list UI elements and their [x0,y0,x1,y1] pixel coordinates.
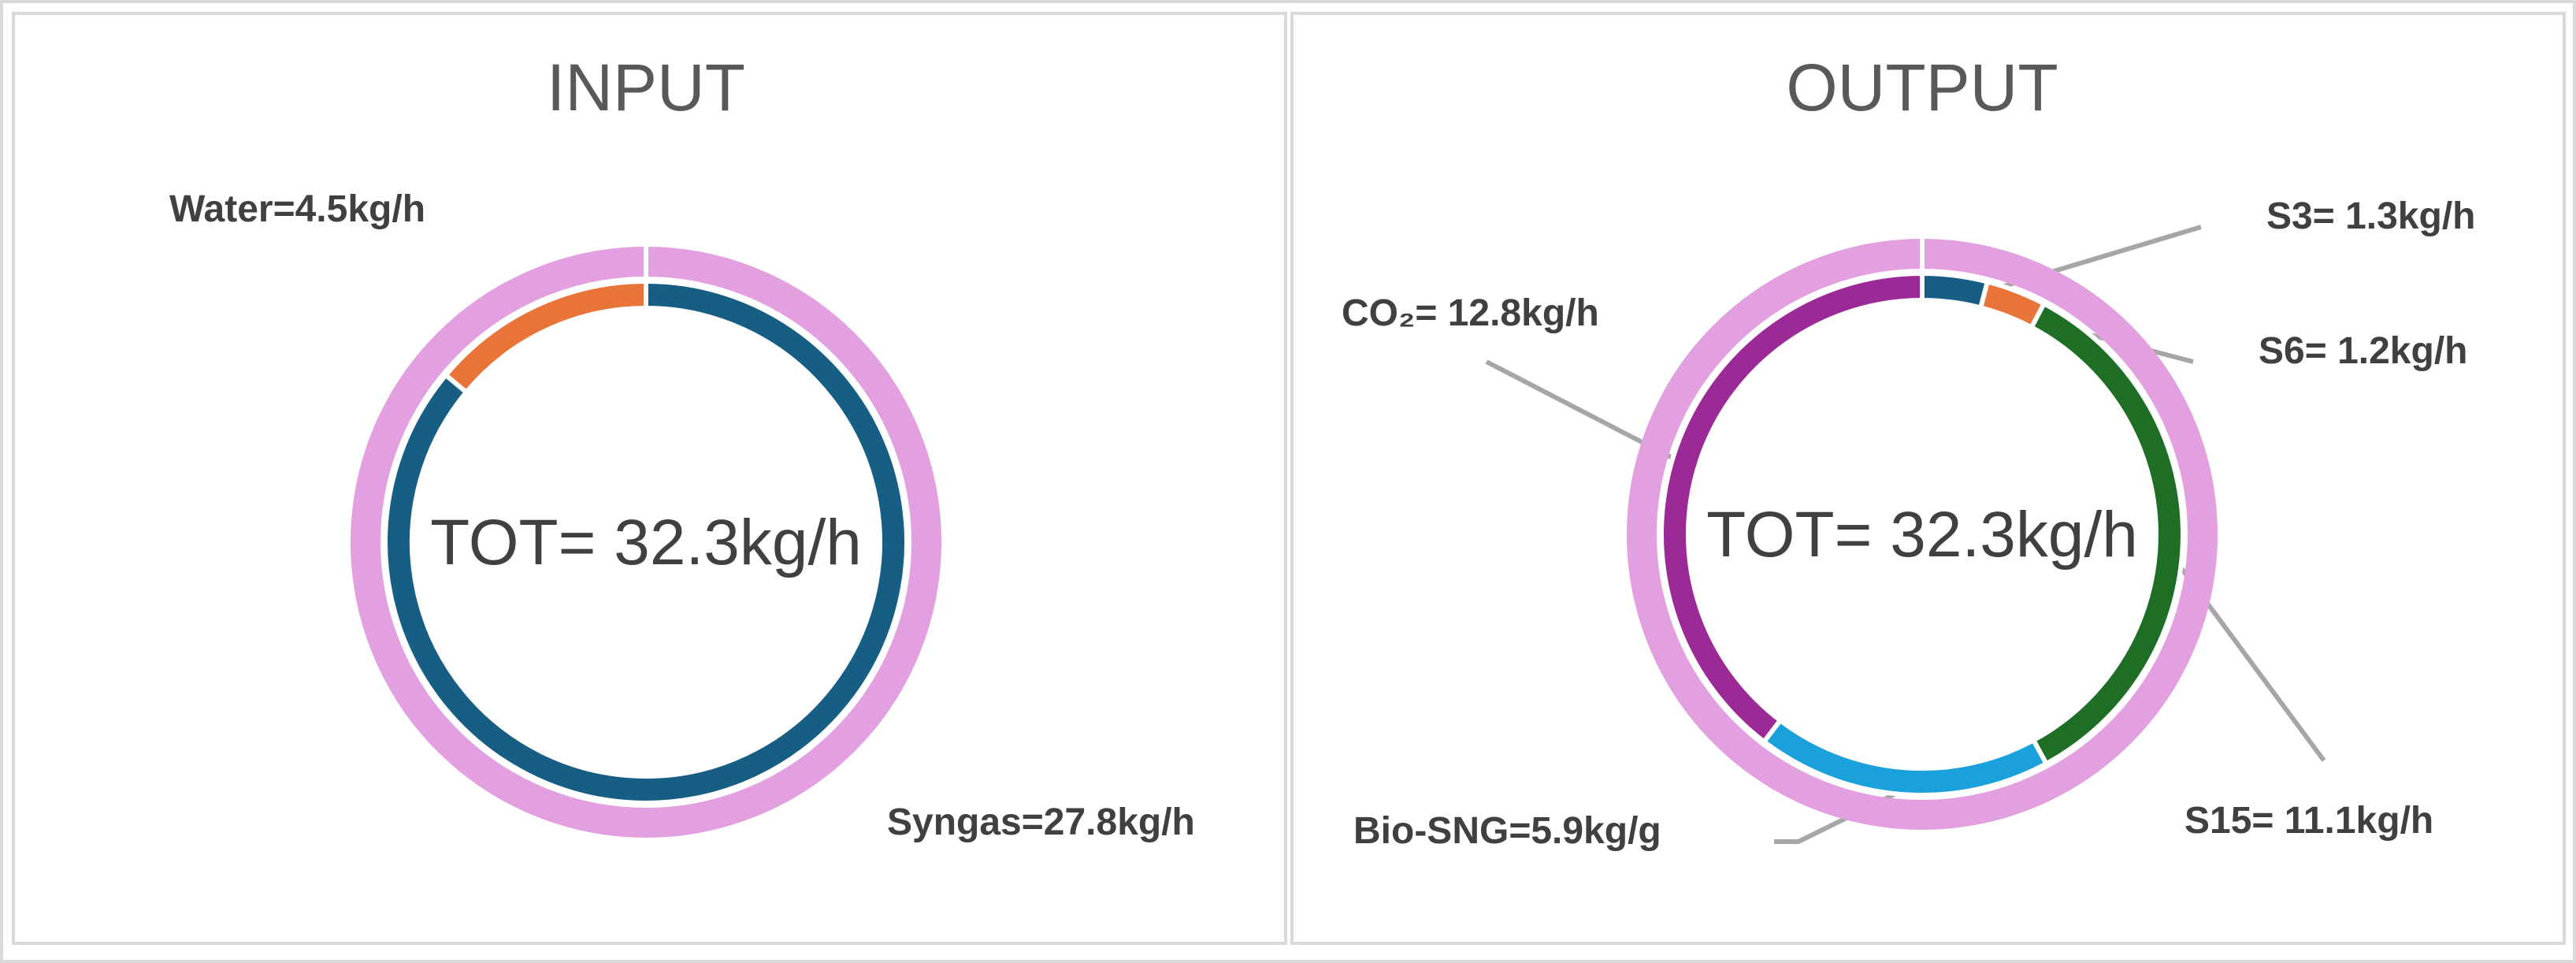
total-label: TOT= 32.3kg/h [1706,499,2138,571]
data-label: S3= 1.3kg/h [2266,195,2475,237]
donut-segment [442,278,648,396]
panel [1290,12,2566,945]
donut-segment [1920,270,1991,311]
data-label: Syngas=27.8kg/h [887,801,1195,843]
data-label: S15= 11.1kg/h [2184,800,2433,842]
data-label: Bio-SNG=5.9kg/g [1353,810,1661,852]
chart-title: OUTPUT [1786,50,2058,125]
data-label: S6= 1.2kg/h [2259,330,2467,372]
total-label: TOT= 32.3kg/h [430,507,862,578]
donut-segment [383,278,909,805]
data-label: CO₂= 12.8kg/h [1342,292,1599,334]
donut-segment [1659,270,1925,745]
data-label: Water=4.5kg/h [169,188,425,230]
chart-title: INPUT [547,50,745,125]
